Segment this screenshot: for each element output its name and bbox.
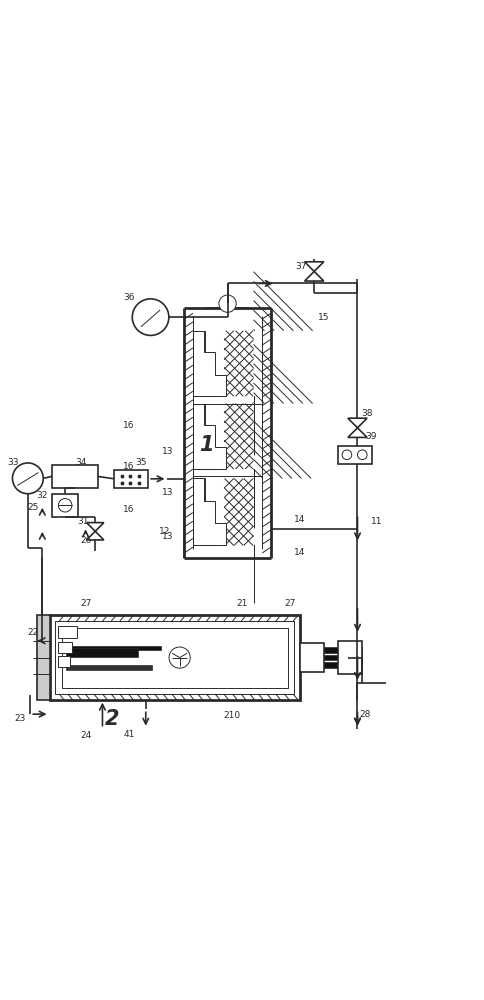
Text: 16: 16 (123, 462, 135, 471)
Text: 14: 14 (294, 548, 305, 557)
Bar (193, 357, 215, 396)
Text: 2: 2 (105, 709, 120, 729)
Bar (338, 446, 372, 464)
Bar (55, 621, 294, 694)
Polygon shape (348, 418, 367, 428)
Text: 36: 36 (123, 293, 135, 302)
Text: 1: 1 (198, 435, 213, 455)
Text: 33: 33 (8, 458, 19, 467)
Bar (193, 331, 205, 357)
Polygon shape (304, 271, 324, 281)
Text: 13: 13 (162, 488, 173, 497)
Circle shape (132, 299, 169, 335)
Text: 27: 27 (80, 599, 91, 608)
Bar (324, 662, 363, 668)
Bar (193, 505, 215, 545)
Text: 12: 12 (159, 527, 171, 536)
Polygon shape (193, 331, 226, 396)
Bar (49, 615, 300, 700)
Text: 39: 39 (365, 432, 377, 441)
Text: 24: 24 (80, 731, 91, 740)
Text: 13: 13 (162, 447, 173, 456)
Text: 27: 27 (285, 599, 296, 608)
Bar (193, 478, 205, 505)
Text: 16: 16 (123, 505, 135, 514)
Bar (193, 430, 215, 469)
Bar (61, 628, 287, 688)
Polygon shape (304, 262, 324, 271)
Circle shape (59, 499, 72, 512)
Text: 34: 34 (75, 458, 87, 467)
Text: 28: 28 (359, 710, 370, 719)
Text: 210: 210 (224, 711, 241, 720)
Bar (338, 641, 363, 674)
Circle shape (219, 295, 236, 312)
Polygon shape (193, 404, 226, 469)
Text: 25: 25 (27, 503, 38, 512)
Circle shape (169, 647, 190, 668)
Text: 41: 41 (123, 730, 135, 739)
Polygon shape (348, 428, 367, 437)
Polygon shape (87, 523, 104, 531)
Bar (58, 642, 72, 653)
Bar (52, 465, 98, 488)
Bar (66, 665, 152, 670)
Text: 23: 23 (14, 714, 25, 723)
Text: 32: 32 (37, 491, 48, 500)
Bar (66, 648, 137, 657)
Text: 37: 37 (295, 262, 306, 271)
Circle shape (13, 463, 43, 494)
Bar (58, 626, 77, 638)
Bar (193, 404, 205, 430)
Text: 21: 21 (236, 599, 248, 608)
Text: 11: 11 (371, 517, 382, 526)
Bar (324, 655, 363, 660)
Text: 13: 13 (162, 532, 173, 541)
Text: 26: 26 (80, 536, 91, 545)
Bar (300, 643, 324, 672)
Text: 14: 14 (294, 515, 305, 524)
Circle shape (358, 450, 367, 460)
Bar (324, 647, 363, 653)
Text: 22: 22 (27, 628, 38, 637)
Bar (52, 494, 78, 517)
Bar (66, 646, 162, 650)
Bar (115, 470, 148, 488)
Bar (58, 656, 70, 667)
Polygon shape (193, 478, 226, 545)
Polygon shape (87, 531, 104, 540)
Text: 35: 35 (135, 458, 147, 467)
Text: 15: 15 (318, 313, 330, 322)
Text: 31: 31 (77, 517, 89, 526)
Circle shape (342, 450, 352, 460)
Bar (37, 615, 49, 700)
Text: 16: 16 (123, 421, 135, 430)
Text: 38: 38 (362, 409, 373, 418)
